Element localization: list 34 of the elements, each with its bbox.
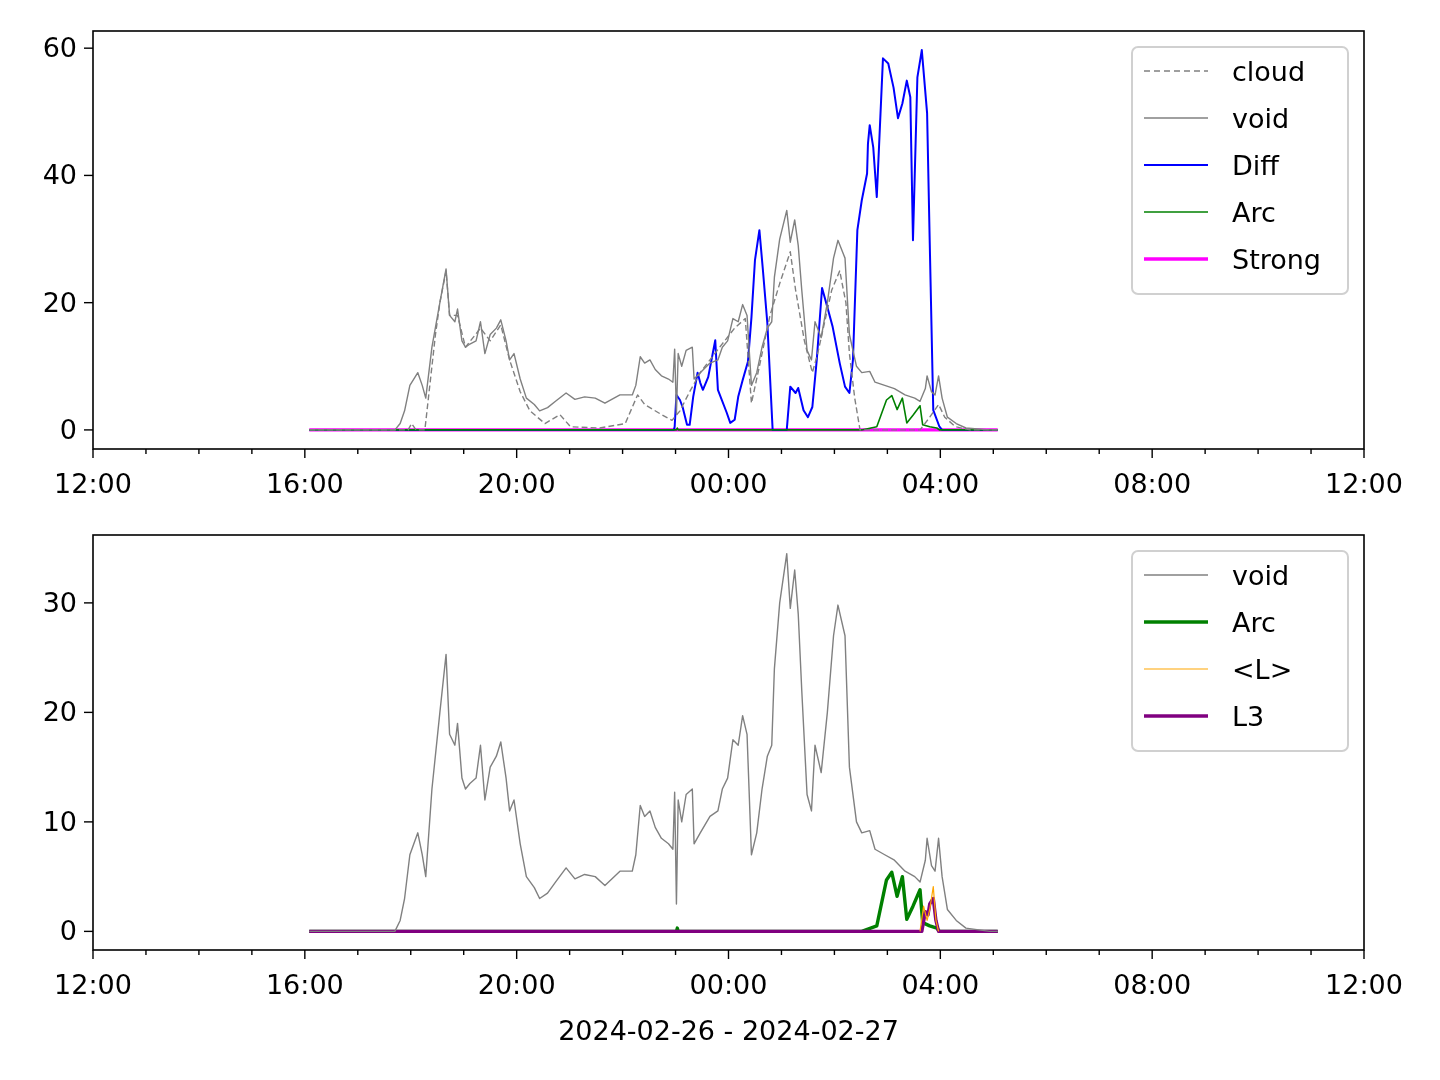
line-series	[308, 552, 999, 933]
x-tick-label: 08:00	[1113, 969, 1192, 1000]
legend-label: void	[1232, 560, 1290, 591]
x-tick-label: 12:00	[54, 969, 132, 1000]
legend-label: L3	[1232, 701, 1265, 732]
legend-label: void	[1232, 103, 1290, 134]
line-series	[919, 885, 940, 932]
x-tick-label: 12:00	[1325, 969, 1403, 1000]
legend-label: Arc	[1232, 607, 1276, 638]
legend-label: cloud	[1232, 56, 1306, 87]
x-tick-label: 00:00	[689, 468, 768, 499]
x-tick-label: 16:00	[265, 969, 344, 1000]
x-tick-label: 04:00	[901, 468, 980, 499]
y-tick-label: 20	[42, 286, 77, 318]
x-tick-label: 12:00	[1325, 468, 1403, 499]
legend-label: <L>	[1232, 654, 1293, 685]
x-tick-label: 04:00	[901, 969, 980, 1000]
x-tick-label: 20:00	[477, 468, 556, 499]
y-tick-label: 0	[59, 413, 77, 445]
legend-label: Diff	[1232, 150, 1281, 181]
x-axis-title: 2024-02-26 - 2024-02-27	[558, 1015, 899, 1046]
x-tick-label: 08:00	[1113, 468, 1192, 499]
y-tick-label: 30	[42, 586, 77, 618]
y-tick-label: 10	[42, 805, 77, 837]
x-tick-label: 00:00	[689, 969, 768, 1000]
y-tick-label: 20	[42, 696, 77, 728]
legend-label: Strong	[1232, 244, 1322, 275]
x-tick-label: 12:00	[54, 468, 132, 499]
x-tick-label: 20:00	[477, 969, 556, 1000]
y-tick-label: 40	[42, 159, 77, 191]
y-tick-label: 60	[42, 32, 77, 64]
y-tick-label: 0	[59, 915, 77, 947]
x-tick-label: 16:00	[265, 468, 344, 499]
legend-label: Arc	[1232, 197, 1276, 228]
